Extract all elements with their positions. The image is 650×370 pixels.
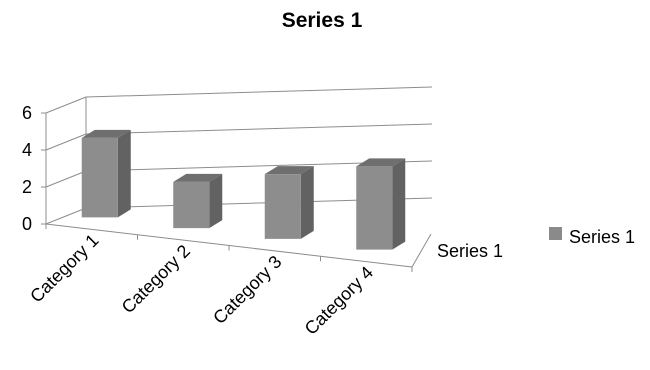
x-tick-label: Category 3 xyxy=(209,252,285,328)
chart-title: Series 1 xyxy=(282,9,363,32)
gridline xyxy=(45,96,87,114)
bar-side xyxy=(392,158,406,250)
x-tick-label: Category 2 xyxy=(118,241,194,317)
bars xyxy=(81,129,406,250)
bar-front xyxy=(264,174,301,239)
bar xyxy=(81,129,131,218)
y-tick-label: 0 xyxy=(22,214,32,234)
bar-front xyxy=(356,166,393,250)
category-labels: Category 1 Category 2 Category 3 Category 4 xyxy=(26,224,413,339)
bar-side xyxy=(117,129,131,218)
gridline xyxy=(85,123,433,135)
bar xyxy=(356,158,406,250)
bar-top xyxy=(264,166,314,175)
gridline xyxy=(45,170,87,188)
y-tick-label: 4 xyxy=(22,140,32,160)
bar-top xyxy=(81,129,131,138)
depth-axis-line xyxy=(411,233,432,268)
gridline xyxy=(45,207,87,225)
bar xyxy=(173,173,223,229)
x-tick-label: Category 4 xyxy=(301,262,377,338)
y-axis-ticks: 0 2 4 6 xyxy=(22,103,46,234)
bar-top xyxy=(173,173,223,182)
legend: Series 1 xyxy=(549,227,635,247)
gridline xyxy=(85,86,433,98)
legend-label: Series 1 xyxy=(569,227,635,247)
bar xyxy=(264,166,314,239)
bar-front xyxy=(173,181,210,229)
bar-side xyxy=(209,173,223,229)
x-tick-label: Category 1 xyxy=(26,230,102,306)
bar-front xyxy=(81,137,118,218)
bar-side xyxy=(300,166,314,239)
legend-swatch xyxy=(549,227,562,240)
depth-axis-label: Series 1 xyxy=(437,241,503,261)
y-tick-label: 2 xyxy=(22,177,32,197)
y-tick-label: 6 xyxy=(22,103,32,123)
gridline xyxy=(45,133,87,151)
bar-top xyxy=(356,158,406,167)
